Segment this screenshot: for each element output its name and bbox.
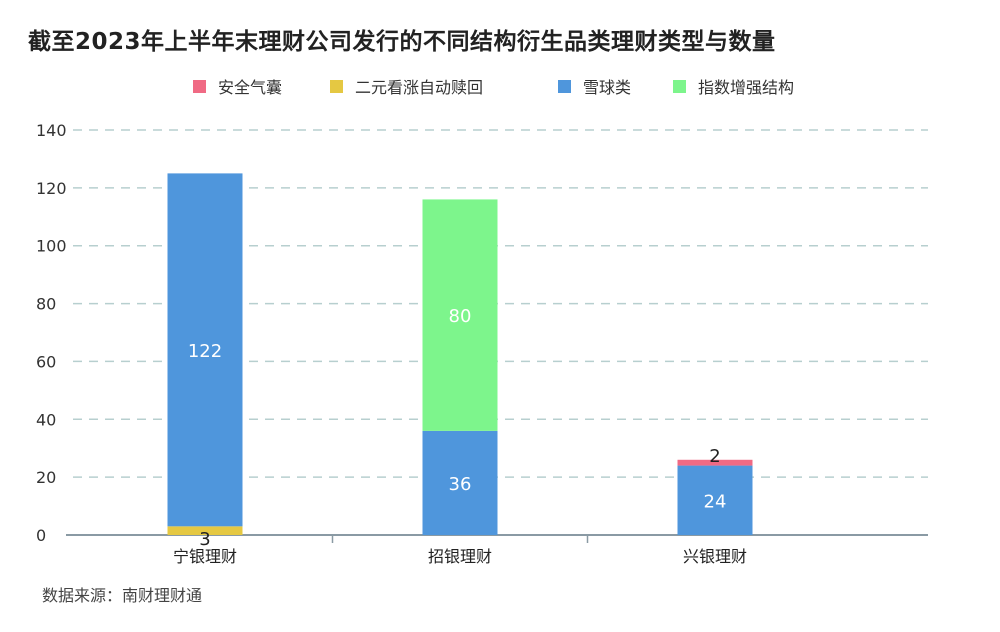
legend-swatch-index-enhanced	[673, 79, 686, 93]
legend-swatch-binary-autocall	[330, 79, 343, 93]
legend-swatch-airbag	[193, 79, 206, 93]
legend-swatch-snowball	[558, 79, 571, 93]
legend: 安全气囊 二元看涨自动赎回 雪球类 指数增强结构	[0, 74, 1000, 100]
data-label: 3	[199, 529, 210, 550]
legend-item-airbag: 安全气囊	[193, 74, 282, 98]
data-source: 数据来源：南财理财通	[42, 586, 203, 605]
legend-label-snowball: 雪球类	[583, 78, 632, 97]
chart-title: 截至2023年上半年末理财公司发行的不同结构衍生品类理财类型与数量	[28, 29, 776, 55]
data-label: 2	[709, 446, 720, 467]
y-tick-label: 100	[36, 237, 67, 256]
legend-label-index-enhanced: 指数增强结构	[698, 78, 795, 97]
bar-segment	[677, 465, 753, 535]
y-tick-label: 120	[36, 179, 67, 198]
bar-segment	[167, 526, 243, 535]
bar-segment	[422, 199, 498, 431]
y-tick-label: 140	[36, 121, 67, 140]
legend-item-snowball: 雪球类	[558, 74, 631, 98]
bar-segment	[422, 430, 498, 535]
legend-item-index-enhanced: 指数增强结构	[673, 74, 794, 98]
data-label: 122	[188, 341, 222, 362]
x-tick-label: 招银理财	[428, 547, 492, 566]
y-tick-label: 80	[36, 295, 56, 314]
legend-item-binary-autocall: 二元看涨自动赎回	[330, 74, 483, 98]
y-tick-label: 20	[36, 468, 56, 487]
y-tick-label: 60	[36, 352, 56, 371]
y-tick-label: 40	[36, 410, 56, 429]
x-tick-label: 兴银理财	[683, 547, 747, 566]
data-label: 80	[449, 306, 472, 327]
bar-segment	[677, 459, 753, 466]
data-label: 36	[449, 474, 472, 495]
y-tick-label: 0	[36, 526, 46, 545]
bar-segment	[167, 173, 243, 527]
legend-label-airbag: 安全气囊	[218, 78, 283, 97]
legend-label-binary-autocall: 二元看涨自动赎回	[355, 78, 484, 97]
x-tick-label: 宁银理财	[173, 547, 237, 566]
data-label: 24	[704, 491, 727, 512]
